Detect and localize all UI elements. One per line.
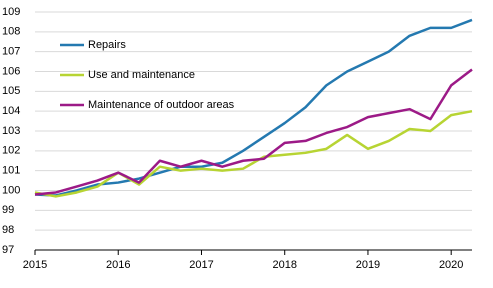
y-tick-label: 102 (2, 145, 20, 157)
y-tick-label: 99 (2, 204, 14, 216)
legend-label: Repairs (88, 39, 126, 51)
y-tick-label: 106 (2, 65, 20, 77)
x-tick-label: 2018 (272, 259, 296, 271)
y-tick-label: 109 (2, 6, 20, 18)
y-tick-label: 100 (2, 184, 20, 196)
y-tick-label: 107 (2, 46, 20, 58)
y-tick-label: 104 (2, 105, 20, 117)
x-tick-label: 2016 (106, 259, 130, 271)
x-tick-label: 2020 (439, 259, 463, 271)
y-tick-label: 105 (2, 85, 20, 97)
series-line (34, 18, 473, 197)
series-line (34, 109, 473, 198)
legend-label: Maintenance of outdoor areas (88, 99, 235, 111)
x-tick-label: 2019 (356, 259, 380, 271)
x-tick-label: 2015 (23, 259, 47, 271)
y-tick-label: 98 (2, 224, 14, 236)
x-tick-label: 2017 (189, 259, 213, 271)
y-tick-label: 103 (2, 125, 20, 137)
y-tick-label: 101 (2, 165, 20, 177)
y-tick-label: 97 (2, 244, 14, 256)
y-tick-label: 108 (2, 26, 20, 38)
series-line (34, 68, 473, 196)
legend-label: Use and maintenance (88, 69, 195, 81)
